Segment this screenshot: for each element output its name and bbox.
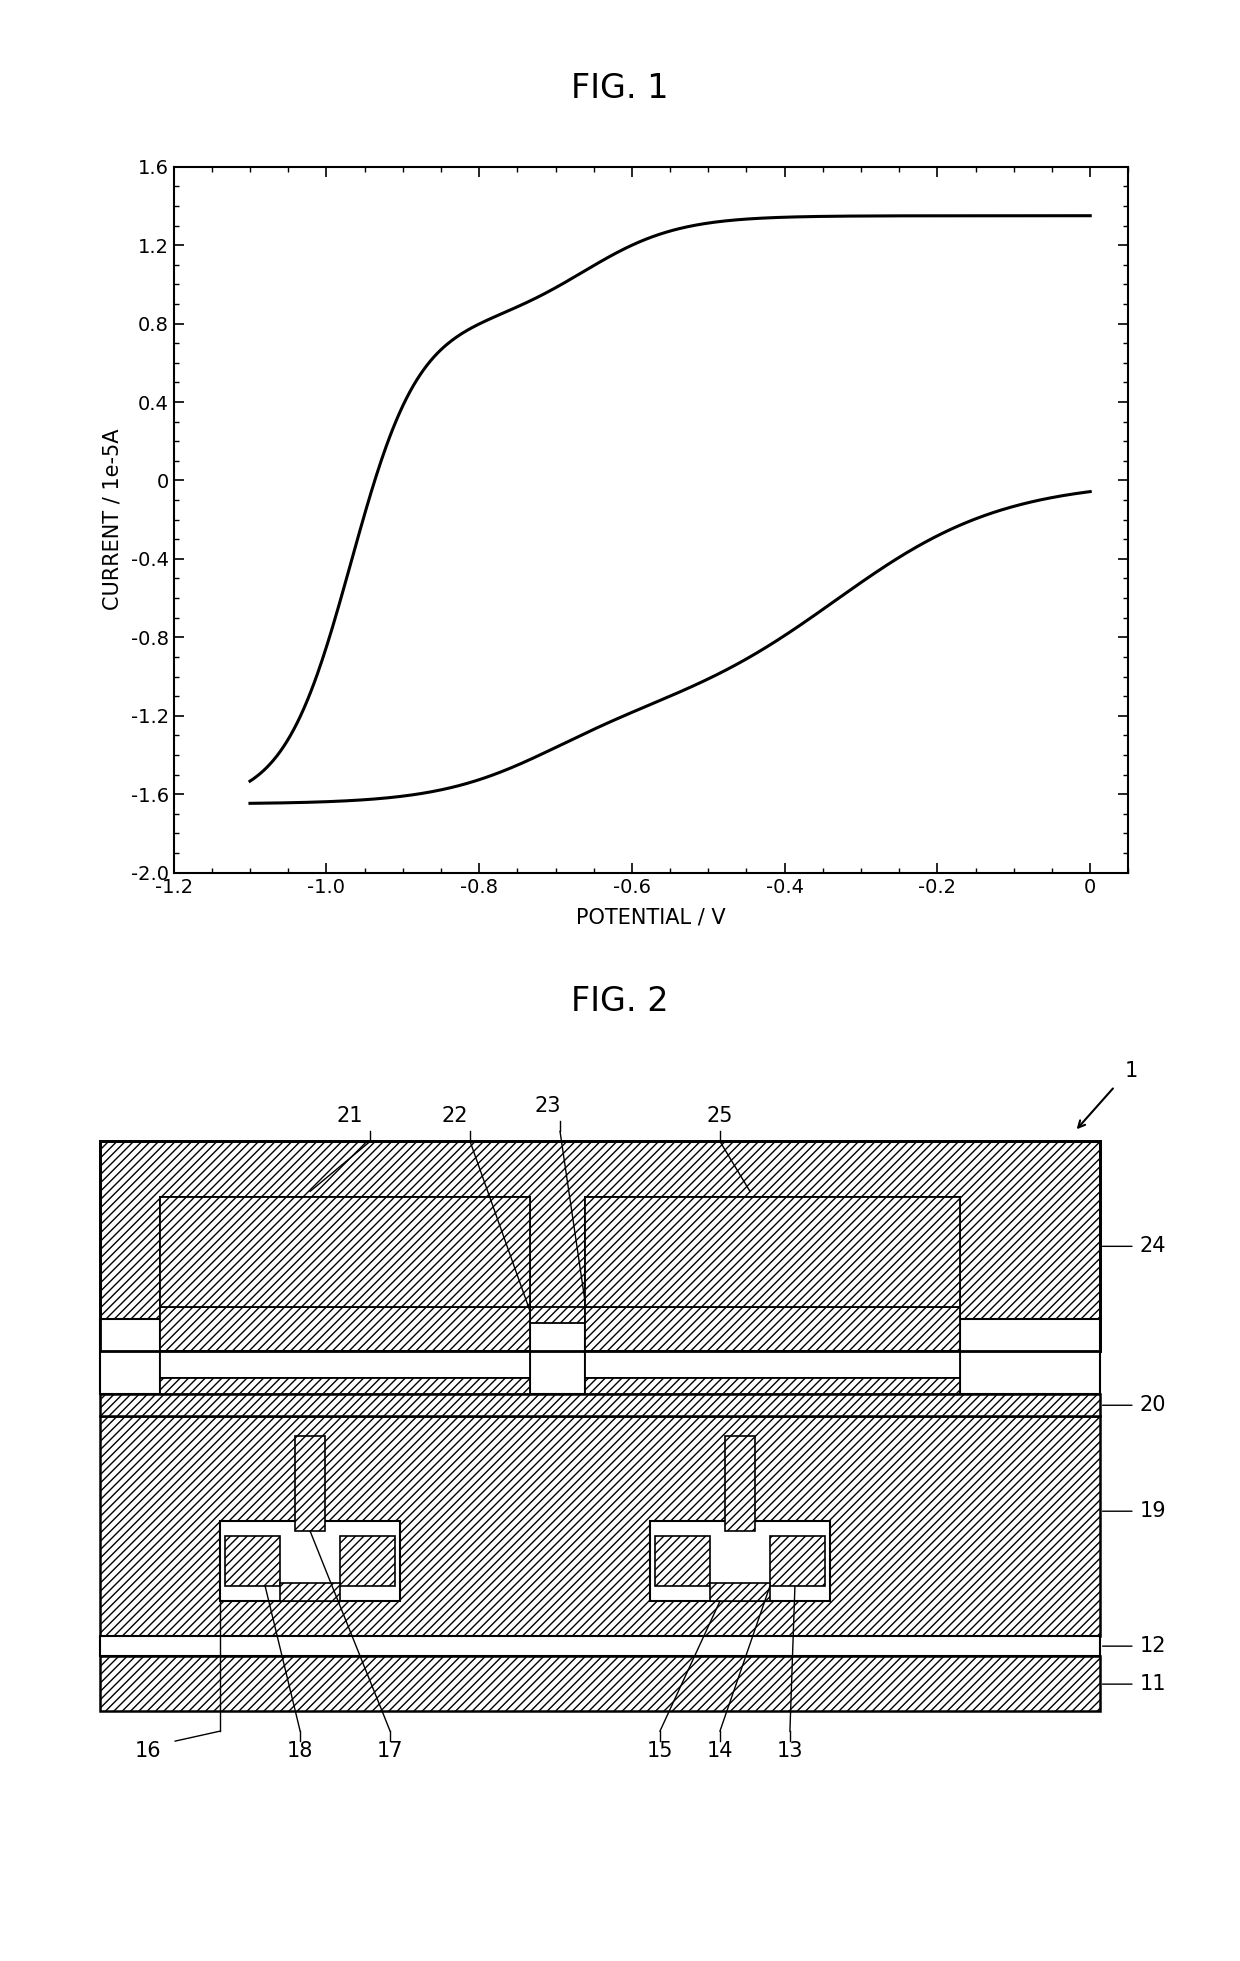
Bar [650, 1522, 830, 1602]
Text: 22: 22 [441, 1106, 469, 1126]
Bar [725, 1435, 755, 1532]
Bar [160, 1198, 529, 1308]
Text: 25: 25 [707, 1106, 733, 1126]
Bar [529, 1320, 585, 1394]
Text: 23: 23 [534, 1096, 562, 1116]
Bar [160, 1198, 529, 1351]
Text: 11: 11 [1140, 1675, 1167, 1694]
Bar [160, 1379, 529, 1394]
X-axis label: POTENTIAL / V: POTENTIAL / V [577, 908, 725, 928]
Bar [295, 1435, 325, 1532]
Text: 12: 12 [1140, 1635, 1167, 1657]
Text: 14: 14 [707, 1741, 733, 1761]
Text: 1: 1 [1125, 1061, 1138, 1081]
Text: 20: 20 [1140, 1396, 1167, 1416]
Text: 21: 21 [337, 1106, 363, 1126]
Bar [585, 1198, 960, 1308]
Text: 24: 24 [1140, 1235, 1167, 1257]
Text: 16: 16 [135, 1741, 161, 1761]
Bar [100, 1635, 1100, 1657]
Bar [160, 1324, 529, 1379]
Bar [160, 1308, 960, 1324]
Bar [100, 1416, 1100, 1635]
Bar [100, 1320, 160, 1394]
Bar [221, 1522, 401, 1602]
Bar [585, 1379, 960, 1394]
Text: 19: 19 [1140, 1502, 1167, 1522]
Bar [226, 1535, 280, 1586]
Bar [100, 1141, 1100, 1351]
Bar [711, 1583, 770, 1602]
Bar [960, 1320, 1100, 1394]
Bar [160, 1308, 529, 1351]
Text: 18: 18 [286, 1741, 314, 1761]
Text: FIG. 1: FIG. 1 [572, 73, 668, 104]
Bar [585, 1324, 960, 1379]
Bar [585, 1308, 960, 1351]
Bar [100, 1394, 1100, 1416]
Y-axis label: CURRENT / 1e-5A: CURRENT / 1e-5A [102, 429, 123, 610]
Bar [100, 1141, 1100, 1351]
Text: 15: 15 [647, 1741, 673, 1761]
Text: 17: 17 [377, 1741, 403, 1761]
Bar [340, 1535, 396, 1586]
Bar [585, 1198, 960, 1351]
Text: FIG. 2: FIG. 2 [572, 984, 668, 1018]
Bar [770, 1535, 825, 1586]
Text: 13: 13 [776, 1741, 804, 1761]
Bar [655, 1535, 711, 1586]
Bar [280, 1583, 340, 1602]
Bar [100, 1657, 1100, 1712]
